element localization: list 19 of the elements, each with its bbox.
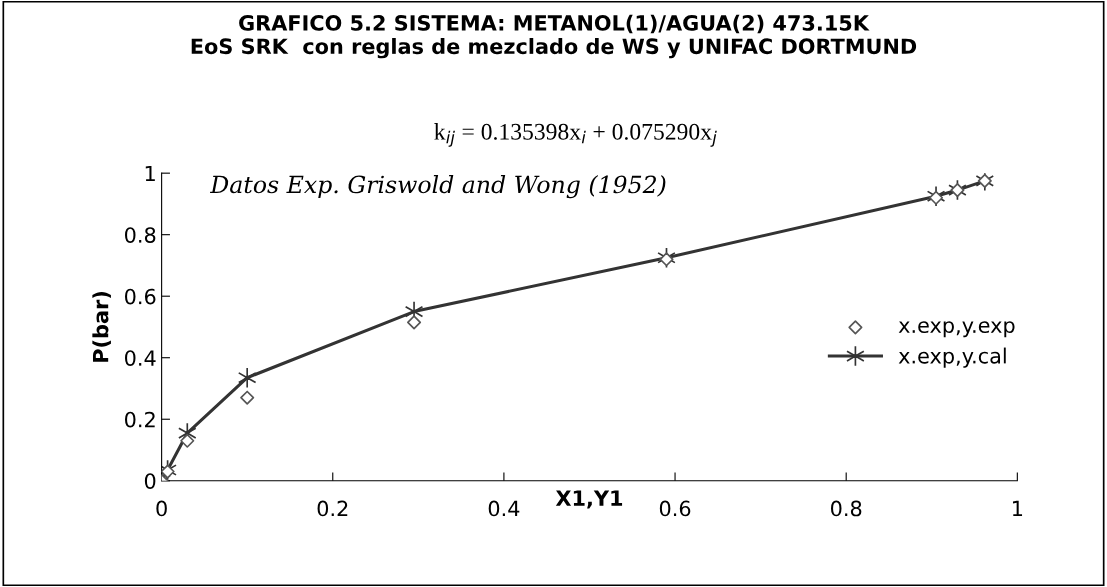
y-tick-label: 0.6 xyxy=(125,288,156,305)
legend-label: x.exp,y.cal xyxy=(898,347,1006,368)
legend-label: x.exp,y.exp xyxy=(898,321,1015,338)
x-tick-label: 0.4 xyxy=(488,500,520,517)
annotation: Datos Exp. Griswold and Wong (1952) xyxy=(209,175,666,199)
y-tick-label: 0 xyxy=(144,473,156,489)
text: k$_{ij}$ = 0.135398x$_{i}$ + 0.075290x$_{j}$ xyxy=(434,123,717,147)
x-axis-title: X1,Y1 xyxy=(555,490,623,509)
x-tick-label: 0.8 xyxy=(831,500,862,517)
y-tick-label: 0.8 xyxy=(125,227,156,243)
y-axis-title: P(bar) xyxy=(92,291,111,362)
y-tick-label: 1 xyxy=(145,165,155,182)
y-tick-label: 0.4 xyxy=(125,350,156,366)
x-tick-label: 1 xyxy=(1012,500,1023,517)
x-tick-label: 0.2 xyxy=(317,500,348,517)
y-tick-label: 0.2 xyxy=(125,411,155,428)
chart-title: GRAFICO 5.2 SISTEMA: METANOL(1)/AGUA(2) 473.15K EoS SRK con reglas de mezclado de WS y UNIFAC DORTMUND xyxy=(191,14,917,59)
x-tick-label: 0 xyxy=(156,500,167,517)
x-tick-label: 0.6 xyxy=(659,500,691,517)
